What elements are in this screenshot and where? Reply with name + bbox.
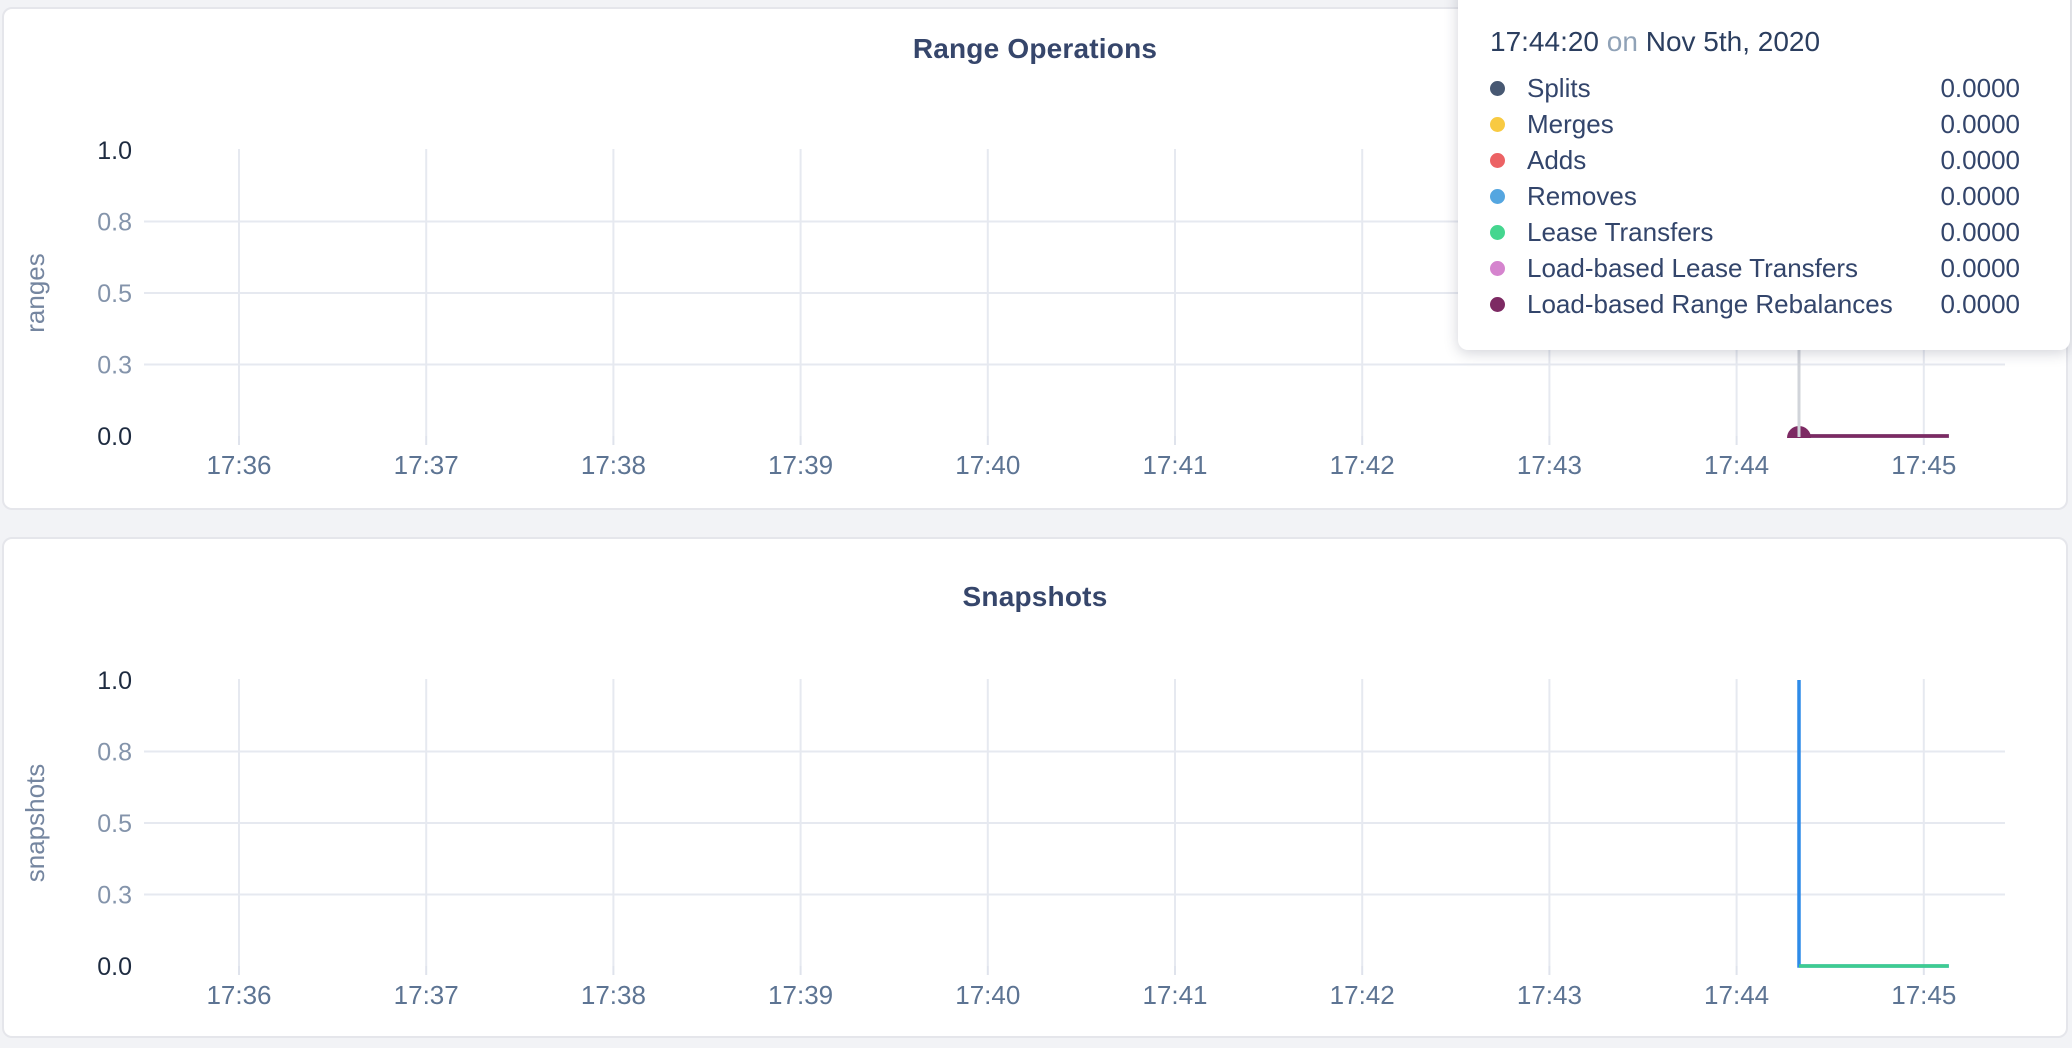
x-tick-label: 17:38 bbox=[581, 980, 646, 1010]
x-tick-label: 17:37 bbox=[394, 980, 459, 1010]
y-tick-label: 0.0 bbox=[97, 953, 132, 981]
snapshots-chart[interactable]: 17:36 17:37 17:38 17:39 17:40 17:41 17:42 17:43… bbox=[4, 539, 2070, 1039]
legend-color-dot bbox=[1490, 296, 1505, 312]
legend-value: 0.0000 bbox=[1940, 144, 2020, 175]
x-tick-label: 17:36 bbox=[206, 450, 271, 480]
y-tick-label: 0.3 bbox=[97, 352, 132, 380]
x-tick-label: 17:42 bbox=[1330, 450, 1395, 480]
legend-value: 0.0000 bbox=[1940, 72, 2020, 103]
y-tick-label: 0.5 bbox=[97, 810, 132, 838]
tooltip-time: 17:44:20 bbox=[1490, 26, 1599, 57]
y-axis-title: ranges bbox=[20, 253, 50, 333]
x-tick-label: 17:43 bbox=[1517, 980, 1582, 1010]
x-tick-label: 17:45 bbox=[1891, 980, 1956, 1010]
legend-row: Splits 0.0000 bbox=[1490, 70, 2020, 106]
tooltip-legend: Splits 0.0000 Merges 0.0000 Adds 0.0000 Remove… bbox=[1490, 70, 2020, 322]
tooltip-timestamp: 17:44:20 on Nov 5th, 2020 bbox=[1490, 26, 2020, 58]
tooltip-date: Nov 5th, 2020 bbox=[1645, 26, 1821, 57]
y-tick-label: 0.8 bbox=[97, 209, 132, 237]
legend-color-dot bbox=[1490, 80, 1505, 96]
legend-label: Load-based Range Rebalances bbox=[1527, 288, 1893, 319]
x-tick-label: 17:39 bbox=[768, 450, 833, 480]
legend-label: Adds bbox=[1527, 144, 1587, 175]
x-tick-label: 17:44 bbox=[1704, 980, 1769, 1010]
y-tick-label: 0.8 bbox=[97, 739, 132, 767]
chart-title-snapshots: Snapshots bbox=[962, 581, 1108, 612]
legend-value: 0.0000 bbox=[1940, 108, 2020, 139]
x-tick-label: 17:38 bbox=[581, 450, 646, 480]
legend-row: Lease Transfers 0.0000 bbox=[1490, 214, 2020, 250]
legend-color-dot bbox=[1490, 260, 1505, 276]
legend-label: Splits bbox=[1527, 72, 1591, 103]
x-tick-label: 17:41 bbox=[1142, 980, 1207, 1010]
tooltip-connector: on bbox=[1606, 26, 1638, 57]
x-tick-label: 17:44 bbox=[1704, 450, 1769, 480]
legend-color-dot bbox=[1490, 116, 1505, 132]
legend-color-dot bbox=[1490, 152, 1505, 168]
legend-color-dot bbox=[1490, 224, 1505, 240]
legend-value: 0.0000 bbox=[1940, 216, 2020, 247]
x-tick-label: 17:42 bbox=[1330, 980, 1395, 1010]
x-tick-label: 17:45 bbox=[1891, 450, 1956, 480]
x-tick-label: 17:41 bbox=[1142, 450, 1207, 480]
legend-row: Adds 0.0000 bbox=[1490, 142, 2020, 178]
legend-row: Load-based Range Rebalances 0.0000 bbox=[1490, 286, 2020, 322]
x-tick-label: 17:40 bbox=[955, 450, 1020, 480]
x-tick-label: 17:40 bbox=[955, 980, 1020, 1010]
y-axis-title: snapshots bbox=[20, 764, 50, 883]
x-tick-label: 17:37 bbox=[394, 450, 459, 480]
snapshots-card: 17:36 17:37 17:38 17:39 17:40 17:41 17:42 17:43… bbox=[2, 537, 2068, 1038]
legend-row: Load-based Lease Transfers 0.0000 bbox=[1490, 250, 2020, 286]
legend-label: Removes bbox=[1527, 180, 1637, 211]
legend-color-dot bbox=[1490, 188, 1505, 204]
legend-label: Merges bbox=[1527, 108, 1614, 139]
y-tick-label: 1.0 bbox=[97, 137, 132, 165]
y-tick-label: 0.0 bbox=[97, 423, 132, 451]
x-tick-label: 17:36 bbox=[206, 980, 271, 1010]
chart-title-range-operations: Range Operations bbox=[912, 33, 1158, 64]
legend-label: Load-based Lease Transfers bbox=[1527, 252, 1858, 283]
x-tick-label: 17:43 bbox=[1517, 450, 1582, 480]
x-tick-label: 17:39 bbox=[768, 980, 833, 1010]
range-operations-chart[interactable]: 17:36 17:37 17:38 17:39 17:40 17:41 17:42 17:43… bbox=[4, 9, 2070, 509]
y-tick-label: 0.5 bbox=[97, 280, 132, 308]
legend-row: Removes 0.0000 bbox=[1490, 178, 2020, 214]
legend-value: 0.0000 bbox=[1940, 180, 2020, 211]
legend-value: 0.0000 bbox=[1940, 288, 2020, 319]
y-tick-label: 1.0 bbox=[97, 667, 132, 695]
y-tick-label: 0.3 bbox=[97, 882, 132, 910]
legend-value: 0.0000 bbox=[1940, 252, 2020, 283]
legend-label: Lease Transfers bbox=[1527, 216, 1714, 247]
legend-row: Merges 0.0000 bbox=[1490, 106, 2020, 142]
hover-tooltip: 17:44:20 on Nov 5th, 2020 Splits 0.0000 Me… bbox=[1458, 0, 2070, 350]
